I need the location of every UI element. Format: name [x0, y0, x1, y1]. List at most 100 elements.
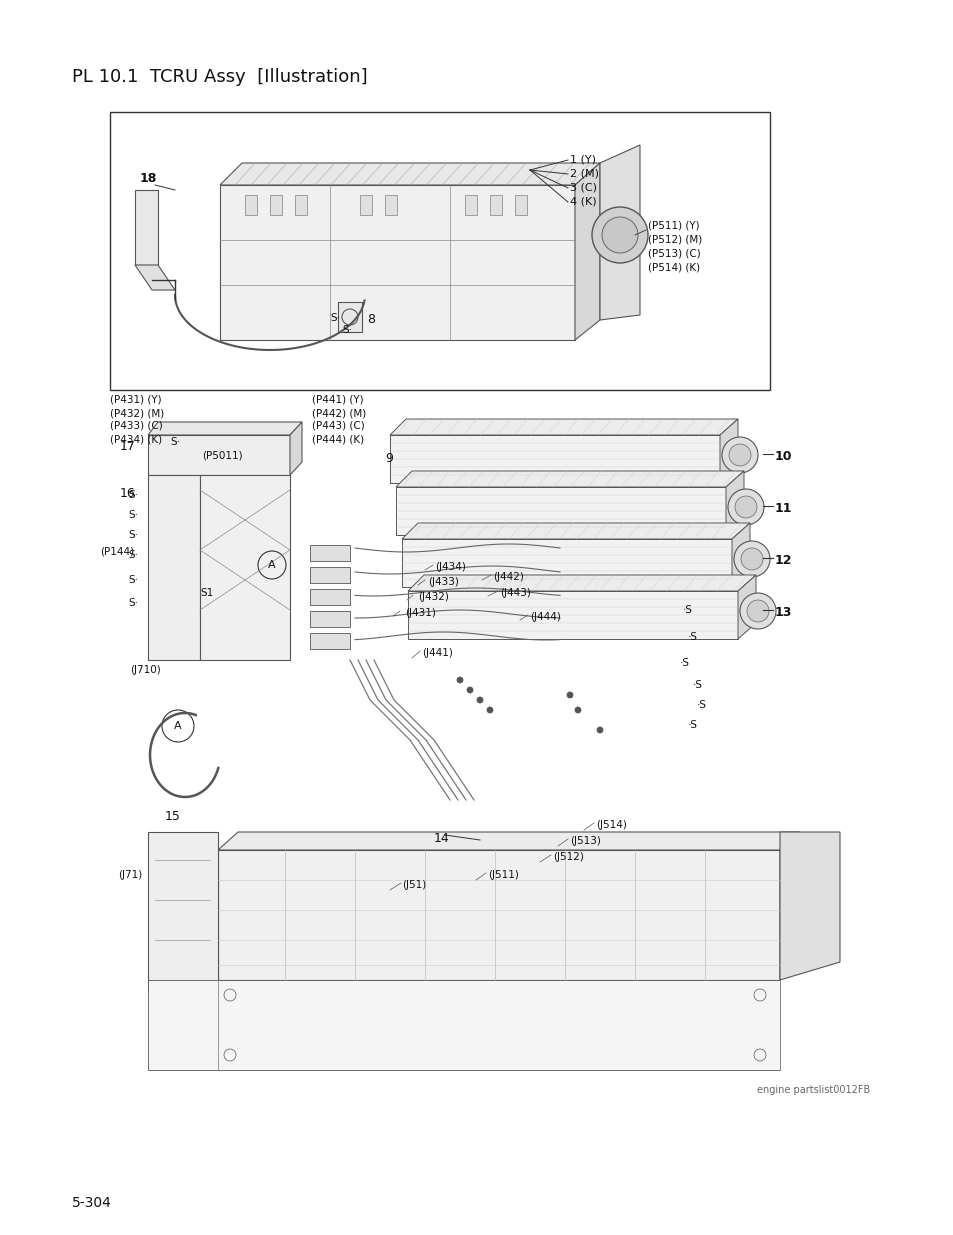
Text: (P5011): (P5011) [202, 450, 242, 459]
Text: ·S: ·S [687, 720, 698, 730]
Bar [490, 195, 501, 215]
Circle shape [721, 437, 758, 473]
Text: engine partslist0012FB: engine partslist0012FB [756, 1086, 869, 1095]
Polygon shape [148, 435, 290, 475]
Polygon shape [408, 592, 738, 638]
Text: 10: 10 [774, 450, 792, 463]
Polygon shape [148, 475, 200, 659]
Text: S·: S· [128, 490, 138, 500]
Text: (P444) (K): (P444) (K) [312, 433, 364, 445]
Text: S·: S· [128, 576, 138, 585]
Text: A: A [174, 721, 182, 731]
Polygon shape [220, 185, 575, 340]
Text: (J431): (J431) [405, 608, 436, 618]
Polygon shape [738, 576, 755, 638]
Circle shape [566, 692, 573, 698]
Polygon shape [390, 435, 720, 483]
Text: 4 (K): 4 (K) [569, 198, 596, 207]
Polygon shape [310, 589, 350, 605]
Polygon shape [401, 538, 731, 587]
Text: (J512): (J512) [553, 852, 583, 862]
Polygon shape [218, 832, 800, 850]
Polygon shape [395, 471, 743, 487]
Text: (P434) (K): (P434) (K) [110, 433, 162, 445]
Circle shape [740, 548, 762, 571]
Text: 17: 17 [120, 440, 135, 453]
Bar [359, 195, 372, 215]
Circle shape [734, 496, 757, 517]
Text: (P514) (K): (P514) (K) [647, 262, 700, 272]
Circle shape [575, 706, 580, 713]
Text: (J442): (J442) [493, 572, 523, 582]
Text: S·: S· [128, 550, 138, 559]
Circle shape [486, 706, 493, 713]
Text: 14: 14 [434, 832, 449, 845]
Text: (J710): (J710) [130, 664, 161, 676]
Text: (J51): (J51) [401, 881, 426, 890]
Polygon shape [135, 266, 174, 290]
Text: ·S: ·S [679, 658, 689, 668]
Text: (J432): (J432) [417, 592, 449, 601]
Text: S·: S· [128, 510, 138, 520]
Polygon shape [599, 144, 639, 320]
Polygon shape [575, 163, 599, 340]
Bar [270, 195, 282, 215]
Bar [110, 112, 769, 390]
Text: ·S: ·S [687, 632, 698, 642]
Bar [464, 195, 476, 215]
Text: (J434): (J434) [435, 562, 465, 572]
Text: ·S: ·S [692, 680, 702, 690]
Polygon shape [720, 419, 738, 483]
Text: (P443) (C): (P443) (C) [312, 421, 364, 431]
Text: (J513): (J513) [569, 836, 600, 846]
Circle shape [456, 677, 462, 683]
Bar [245, 195, 256, 215]
Text: (P512) (M): (P512) (M) [647, 233, 701, 245]
Text: (J511): (J511) [488, 869, 518, 881]
Polygon shape [200, 475, 290, 659]
Text: S·: S· [341, 325, 352, 335]
Polygon shape [148, 422, 302, 435]
Text: ·S: ·S [697, 700, 706, 710]
Bar [385, 195, 396, 215]
Polygon shape [390, 419, 738, 435]
Text: A: A [268, 559, 275, 571]
Circle shape [601, 217, 638, 253]
Polygon shape [148, 832, 218, 990]
Text: (P432) (M): (P432) (M) [110, 408, 164, 417]
Circle shape [727, 489, 763, 525]
Text: S·: S· [170, 437, 180, 447]
Text: S·: S· [330, 312, 339, 324]
Text: (P513) (C): (P513) (C) [647, 248, 700, 258]
Text: 5-304: 5-304 [71, 1195, 112, 1210]
Text: 11: 11 [774, 501, 792, 515]
Polygon shape [780, 832, 840, 981]
Text: (J71): (J71) [118, 869, 142, 881]
Polygon shape [148, 981, 780, 1070]
Text: 8: 8 [367, 312, 375, 326]
Text: (P511) (Y): (P511) (Y) [647, 220, 699, 230]
Text: (P442) (M): (P442) (M) [312, 408, 366, 417]
Text: S·: S· [128, 530, 138, 540]
Text: ·S: ·S [682, 605, 692, 615]
Text: 9: 9 [385, 452, 393, 466]
Circle shape [733, 541, 769, 577]
Text: 3 (C): 3 (C) [569, 183, 597, 193]
Polygon shape [290, 422, 302, 475]
Text: (J444): (J444) [530, 613, 560, 622]
Polygon shape [220, 163, 599, 185]
Circle shape [597, 727, 602, 734]
Polygon shape [725, 471, 743, 535]
Text: 13: 13 [774, 606, 792, 619]
Polygon shape [310, 611, 350, 627]
Circle shape [728, 445, 750, 466]
Circle shape [746, 600, 768, 622]
Polygon shape [337, 303, 361, 332]
Text: S1: S1 [200, 588, 213, 598]
Polygon shape [310, 545, 350, 561]
Text: 15: 15 [165, 810, 181, 823]
Bar [294, 195, 307, 215]
Polygon shape [310, 567, 350, 583]
Polygon shape [395, 487, 725, 535]
Text: S·: S· [128, 598, 138, 608]
